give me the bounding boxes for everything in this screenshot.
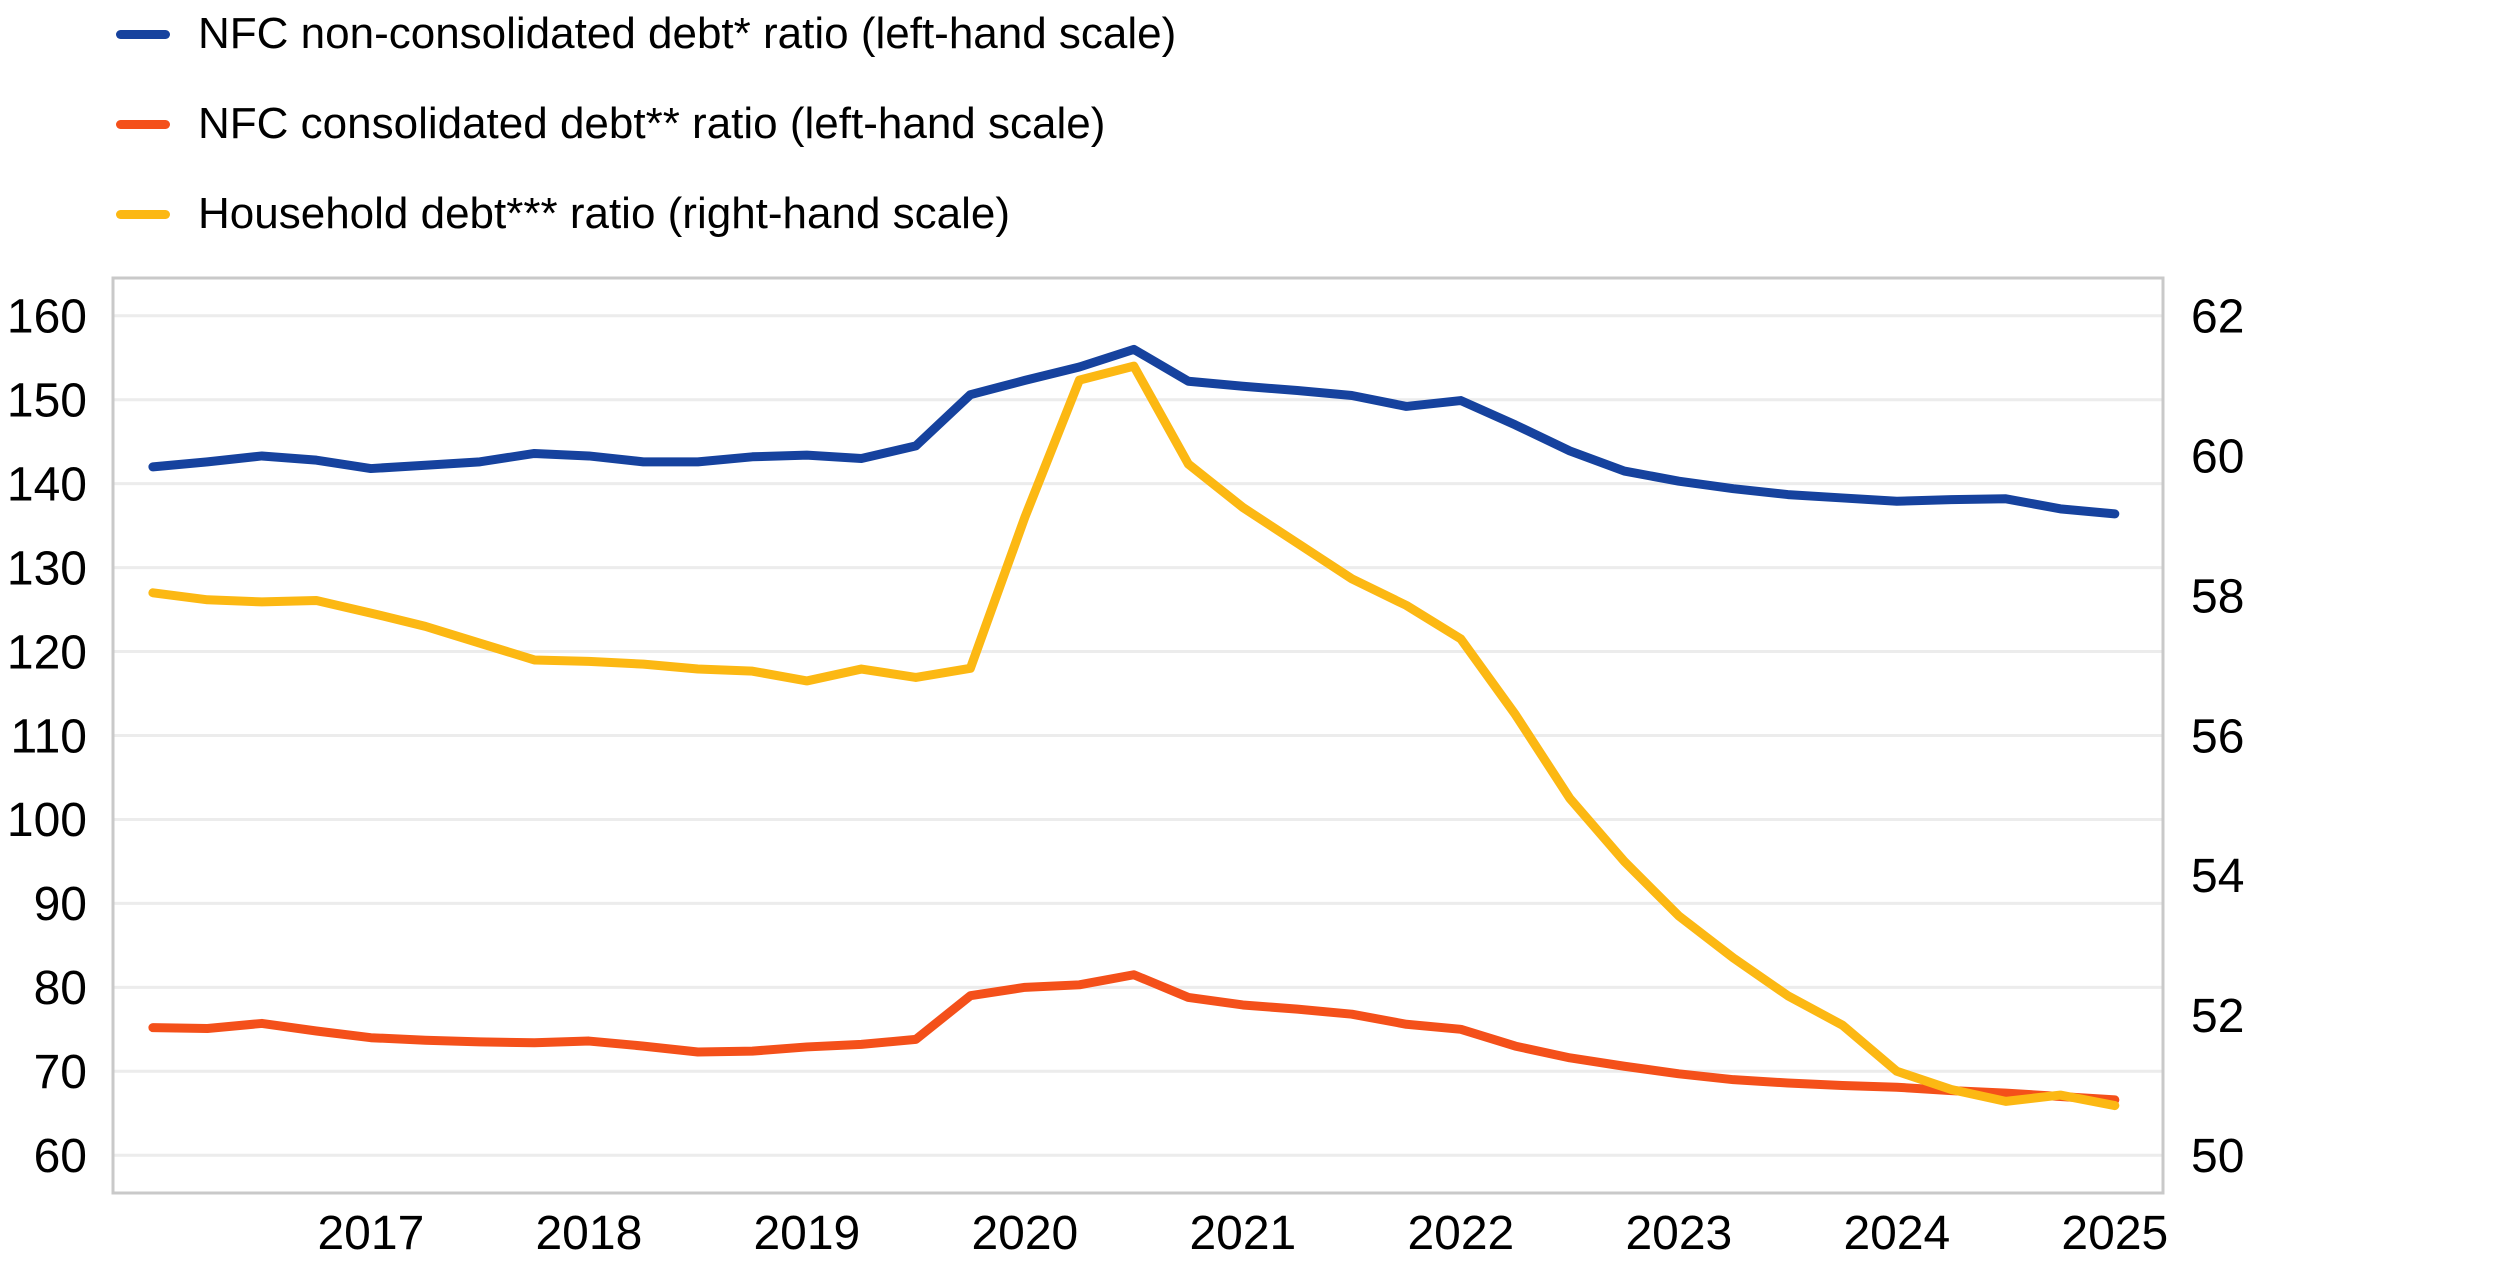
horizontal-gridlines	[113, 314, 2163, 1157]
x-axis-year-labels: 2017 2018 2019 2020 2021 2022 2023 2024 2025	[317, 1207, 2168, 1260]
legend-swatch-yellow-line-icon	[116, 209, 170, 219]
x-axis-year-label: 2018	[535, 1207, 642, 1260]
legend-label-household: Household debt*** ratio (right-hand scal…	[198, 189, 1011, 238]
legend-label-nfc-consolidated: NFC consolidated debt** ratio (left-hand…	[198, 99, 1106, 148]
left-axis-tick-label: 90	[34, 878, 87, 931]
right-axis-tick-labels: 62 60 58 56 54 52 50	[2191, 291, 2244, 1183]
x-axis-year-label: 2024	[1843, 1207, 1950, 1260]
legend-item-household: Household debt*** ratio (right-hand scal…	[116, 188, 1176, 240]
right-axis-tick-label: 54	[2191, 850, 2244, 903]
plot-area-border	[111, 276, 2165, 1195]
nfc-non-consolidated-debt-line	[148, 344, 2120, 519]
left-axis-tick-label: 60	[34, 1130, 87, 1183]
x-axis-year-label: 2020	[971, 1207, 1078, 1260]
left-axis-tick-labels: 160 150 140 130 120 110 100 90 80 70 60	[7, 291, 87, 1183]
left-axis-tick-label: 130	[7, 542, 87, 595]
left-axis-tick-label: 140	[7, 458, 87, 511]
right-axis-tick-label: 62	[2191, 291, 2244, 344]
legend-swatch-orange-line-icon	[116, 119, 170, 129]
chart-legend: NFC non-consolidated debt* ratio (left-h…	[116, 8, 1176, 278]
legend-item-nfc-consolidated: NFC consolidated debt** ratio (left-hand…	[116, 98, 1176, 150]
right-axis-tick-label: 58	[2191, 570, 2244, 623]
right-axis-tick-label: 52	[2191, 990, 2244, 1043]
x-axis-year-label: 2021	[1189, 1207, 1296, 1260]
legend-label-nfc-non-consolidated: NFC non-consolidated debt* ratio (left-h…	[198, 9, 1177, 58]
left-axis-tick-label: 100	[7, 794, 87, 847]
left-axis-tick-label: 80	[34, 962, 87, 1015]
data-series-lines	[148, 344, 2120, 1111]
x-axis-year-label: 2019	[753, 1207, 860, 1260]
household-debt-line	[148, 361, 2120, 1111]
right-axis-tick-label: 50	[2191, 1130, 2244, 1183]
left-axis-tick-label: 110	[10, 710, 87, 763]
left-axis-tick-label: 120	[7, 626, 87, 679]
right-axis-tick-label: 56	[2191, 710, 2244, 763]
x-axis-year-label: 2023	[1625, 1207, 1732, 1260]
legend-item-nfc-non-consolidated: NFC non-consolidated debt* ratio (left-h…	[116, 8, 1176, 60]
x-axis-year-label: 2022	[1407, 1207, 1514, 1260]
legend-swatch-blue-line-icon	[116, 29, 170, 39]
right-axis-tick-label: 60	[2191, 430, 2244, 483]
left-axis-tick-label: 160	[7, 291, 87, 344]
left-axis-tick-label: 70	[34, 1046, 87, 1099]
x-axis-year-label: 2025	[2061, 1207, 2168, 1260]
nfc-consolidated-debt-line	[148, 970, 2120, 1105]
left-axis-tick-label: 150	[7, 375, 87, 428]
x-axis-year-label: 2017	[317, 1207, 424, 1260]
